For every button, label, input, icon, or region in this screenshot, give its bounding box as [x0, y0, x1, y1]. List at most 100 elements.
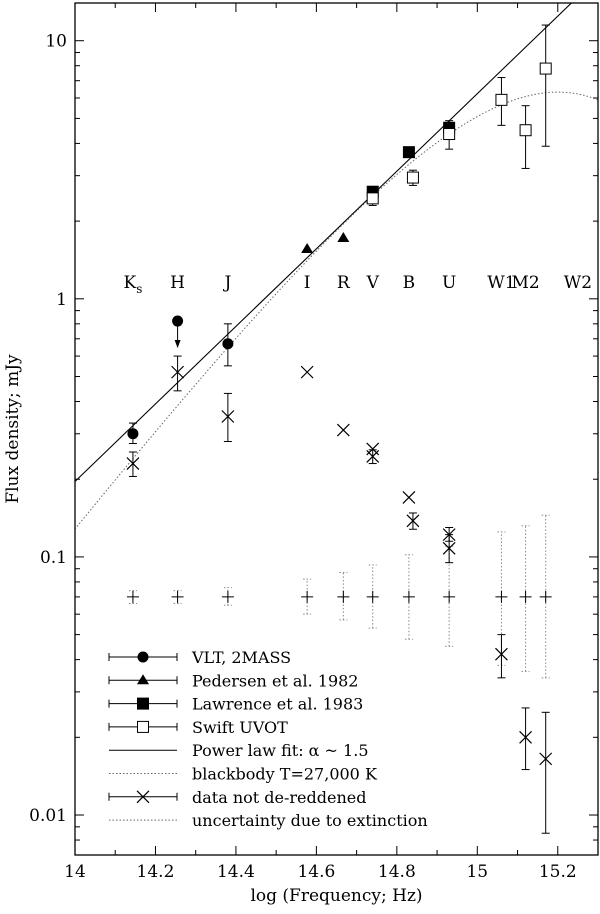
- cross-marker: [519, 730, 533, 744]
- y-tick-label: 10: [45, 32, 67, 52]
- circle-marker: [127, 428, 139, 440]
- triangle-marker: [137, 674, 149, 685]
- legend-label: Lawrence et al. 1983: [192, 695, 363, 714]
- triangle-marker: [337, 232, 350, 243]
- legend-label: VLT, 2MASS: [191, 648, 291, 667]
- open-square-marker: [519, 124, 532, 137]
- x-tick-label: 15.2: [539, 862, 577, 882]
- upper-limit-arrowhead: [174, 340, 181, 349]
- band-label-main: W2: [564, 273, 592, 293]
- legend-label: Swift UVOT: [192, 718, 288, 737]
- band-label-main: W1: [487, 273, 515, 293]
- band-label-sub: s: [136, 282, 142, 296]
- cross-marker: [300, 365, 314, 379]
- legend-item: data not de-reddened: [108, 788, 367, 807]
- cross-marker: [539, 752, 553, 766]
- filled-square-marker: [137, 697, 149, 710]
- band-label-main: B: [403, 273, 416, 293]
- band-label: Ks: [123, 273, 142, 296]
- triangle-marker: [301, 242, 314, 253]
- plus-marker: [366, 590, 379, 603]
- plus-marker: [126, 590, 139, 603]
- legend-item: uncertainty due to extinction: [109, 811, 428, 830]
- cross-marker: [442, 541, 456, 555]
- plus-marker: [171, 590, 184, 603]
- cross-marker: [406, 514, 420, 528]
- open-square-marker: [539, 62, 552, 75]
- open-square-marker: [495, 93, 508, 106]
- filled-square-marker: [402, 146, 415, 159]
- filled-square-marker: [443, 121, 456, 134]
- band-label-main: H: [170, 273, 185, 293]
- open-square-marker: [443, 128, 456, 141]
- x-tick-label: 14.2: [137, 862, 175, 882]
- legend: VLT, 2MASS Pedersen et al. 1982 Lawrence e…: [108, 648, 428, 830]
- cross-marker: [442, 528, 456, 542]
- band-label: W2: [564, 273, 592, 293]
- marker-layer: [126, 62, 553, 766]
- cross-marker: [136, 790, 150, 804]
- band-label: W1: [487, 273, 515, 293]
- x-axis-title: log (Frequency; Hz): [250, 886, 422, 906]
- curve-layer: [75, 3, 598, 530]
- power-law-fit-line: [75, 3, 573, 482]
- plus-marker: [337, 590, 350, 603]
- circle-marker: [137, 651, 149, 663]
- band-label-main: R: [337, 273, 351, 293]
- band-label-main: I: [304, 273, 311, 293]
- band-label-main: J: [222, 273, 231, 293]
- plus-marker: [402, 590, 415, 603]
- band-label: R: [337, 273, 351, 293]
- x-tick-label: 14.6: [297, 862, 335, 882]
- y-tick-label: 1: [56, 290, 67, 310]
- x-tick-label: 14: [64, 862, 86, 882]
- plot-frame: [74, 2, 599, 856]
- band-label: H: [170, 273, 185, 293]
- legend-label: Pedersen et al. 1982: [192, 671, 358, 690]
- band-label: I: [304, 273, 311, 293]
- plus-marker: [519, 590, 532, 603]
- plus-marker: [301, 590, 314, 603]
- legend-item: VLT, 2MASS: [108, 648, 291, 667]
- band-label: J: [222, 273, 231, 293]
- band-label-main: M2: [511, 273, 539, 293]
- cross-marker: [366, 450, 380, 463]
- legend-item: Lawrence et al. 1983: [108, 695, 363, 714]
- legend-label: Power law fit: α ~ 1.5: [192, 741, 369, 760]
- band-label: B: [403, 273, 416, 293]
- cross-marker: [126, 457, 140, 470]
- x-tick-label: 15: [466, 862, 488, 882]
- x-tick-label: 14.4: [217, 862, 255, 882]
- cross-marker: [336, 423, 350, 437]
- legend-label: uncertainty due to extinction: [192, 811, 428, 830]
- legend-item: Pedersen et al. 1982: [108, 671, 358, 690]
- legend-item: Power law fit: α ~ 1.5: [109, 741, 369, 760]
- circle-marker: [222, 338, 234, 350]
- cross-marker: [402, 491, 416, 504]
- legend-label: blackbody T=27,000 K: [192, 765, 378, 784]
- open-square-marker: [366, 192, 379, 205]
- open-square-marker: [137, 720, 149, 733]
- band-label: M2: [511, 273, 539, 293]
- plus-marker: [495, 590, 508, 603]
- y-axis-title: Flux density; mJy: [3, 354, 23, 504]
- cross-marker: [221, 410, 235, 423]
- tick-layer: 14 14.2 14.4 14.6 14.8 15 15.2 0.01 0.1 1 10: [29, 3, 598, 882]
- blackbody-curve: [75, 91, 598, 530]
- cross-marker: [495, 647, 508, 661]
- y-tick-label: 0.1: [40, 548, 67, 568]
- y-tick-label: 0.01: [29, 806, 67, 826]
- error-bar-layer: [128, 24, 550, 834]
- plus-marker: [539, 590, 552, 603]
- x-tick-label: 14.8: [378, 862, 416, 882]
- plus-marker: [221, 590, 234, 603]
- legend-label: data not de-reddened: [192, 788, 367, 807]
- circle-marker: [172, 315, 184, 327]
- legend-item: Swift UVOT: [108, 718, 288, 737]
- band-label: U: [442, 273, 456, 293]
- legend-item: blackbody T=27,000 K: [109, 765, 378, 784]
- band-label: V: [366, 273, 380, 293]
- band-label-main: V: [366, 273, 380, 293]
